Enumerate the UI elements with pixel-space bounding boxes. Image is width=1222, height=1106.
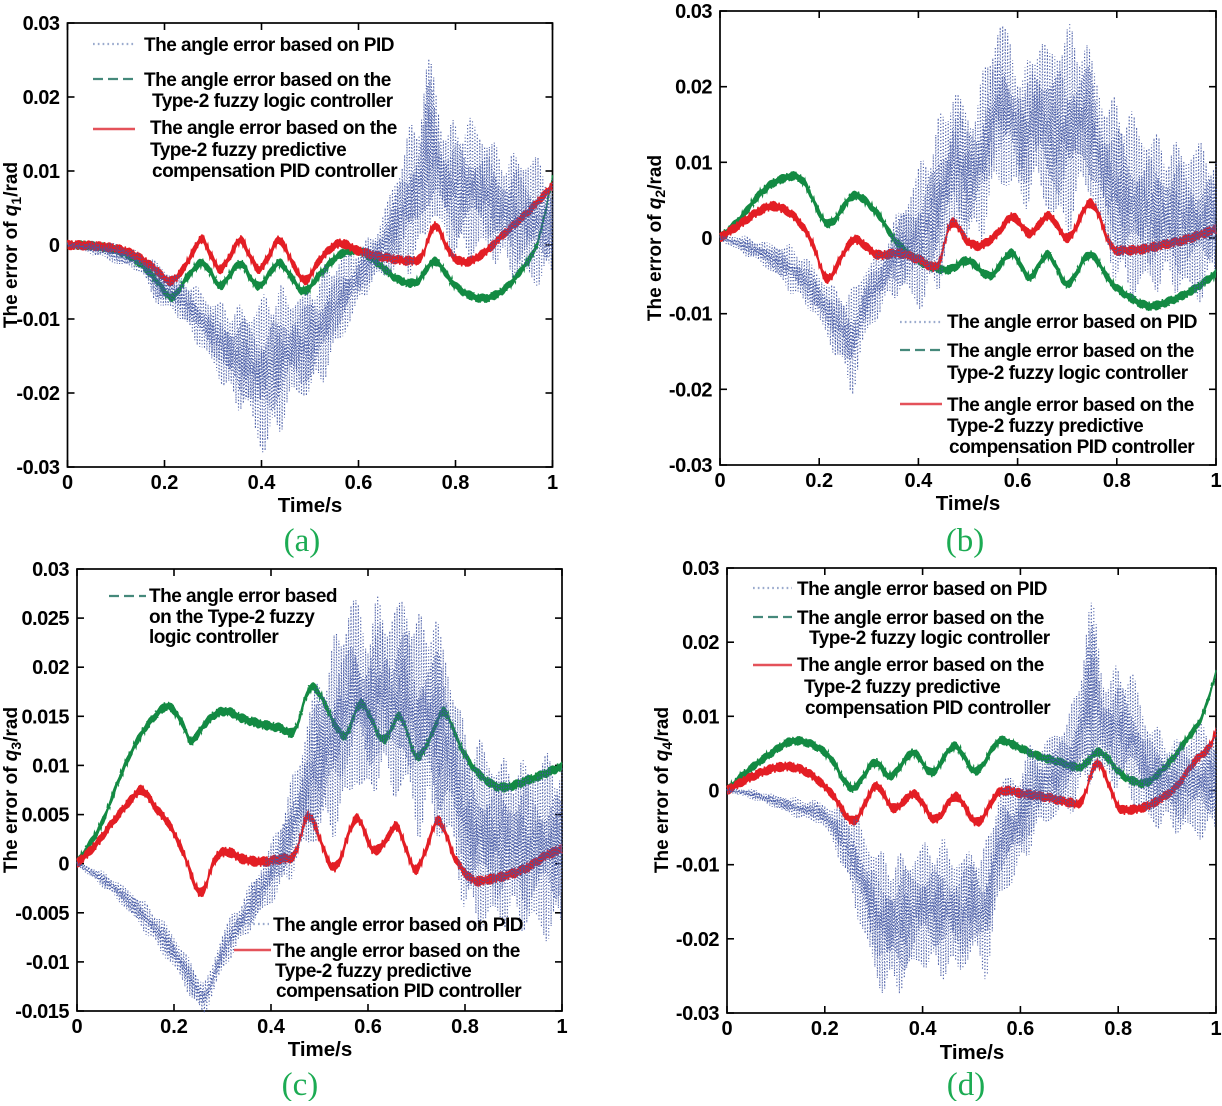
svg-text:0.6: 0.6 [345, 472, 373, 494]
svg-text:Type-2 fuzzy logic controller: Type-2 fuzzy logic controller [947, 363, 1189, 384]
svg-text:Type-2 fuzzy predictive: Type-2 fuzzy predictive [150, 140, 346, 161]
svg-text:0.03: 0.03 [32, 559, 69, 581]
svg-text:The angle error based on the: The angle error based on the [797, 655, 1044, 676]
svg-text:The error of q4/rad: The error of q4/rad [652, 707, 675, 873]
svg-text:-0.03: -0.03 [669, 455, 712, 477]
svg-text:0.2: 0.2 [151, 472, 179, 494]
svg-text:on the Type-2 fuzzy: on the Type-2 fuzzy [149, 607, 315, 628]
svg-text:0.02: 0.02 [682, 632, 719, 654]
svg-text:The error of q3/rad: The error of q3/rad [1, 707, 24, 873]
svg-text:Type-2 fuzzy predictive: Type-2 fuzzy predictive [275, 961, 471, 982]
svg-text:0.2: 0.2 [811, 1018, 839, 1040]
svg-text:0: 0 [58, 854, 69, 876]
svg-text:-0.03: -0.03 [16, 457, 59, 479]
svg-text:0.03: 0.03 [675, 1, 712, 23]
svg-text:compensation PID controller: compensation PID controller [949, 437, 1195, 458]
svg-text:0: 0 [714, 470, 725, 492]
svg-text:0.015: 0.015 [21, 706, 69, 728]
svg-text:-0.01: -0.01 [669, 304, 712, 326]
svg-text:-0.01: -0.01 [676, 855, 719, 877]
svg-text:1: 1 [1210, 470, 1221, 492]
svg-text:0.02: 0.02 [32, 657, 69, 679]
svg-text:(c): (c) [282, 1067, 319, 1101]
svg-text:0.2: 0.2 [160, 1016, 188, 1038]
svg-text:0.6: 0.6 [1006, 1018, 1034, 1040]
svg-text:0.02: 0.02 [23, 87, 60, 109]
svg-text:compensation PID controller: compensation PID controller [152, 161, 398, 182]
svg-text:0.025: 0.025 [21, 608, 69, 630]
svg-text:0.8: 0.8 [1104, 1018, 1132, 1040]
svg-text:0.4: 0.4 [248, 472, 277, 494]
svg-text:0.005: 0.005 [21, 805, 69, 827]
svg-text:-0.015: -0.015 [15, 1001, 69, 1023]
svg-text:Time/s: Time/s [936, 492, 1001, 515]
svg-text:The angle error based on the: The angle error based on the [144, 70, 391, 91]
svg-text:-0.005: -0.005 [15, 903, 69, 925]
svg-text:1: 1 [556, 1016, 567, 1038]
svg-text:0.4: 0.4 [904, 470, 933, 492]
svg-text:-0.03: -0.03 [676, 1003, 719, 1025]
svg-text:Type-2 fuzzy predictive: Type-2 fuzzy predictive [947, 416, 1143, 437]
svg-text:The angle error based on the: The angle error based on the [273, 941, 520, 962]
svg-text:0.6: 0.6 [1004, 470, 1032, 492]
svg-text:The angle error based on the: The angle error based on the [947, 341, 1194, 362]
svg-text:(d): (d) [947, 1067, 985, 1101]
svg-text:0.2: 0.2 [805, 470, 833, 492]
svg-text:The angle error based on PID: The angle error based on PID [797, 579, 1047, 600]
svg-text:Type-2 fuzzy predictive: Type-2 fuzzy predictive [804, 677, 1000, 698]
svg-text:0.8: 0.8 [451, 1016, 479, 1038]
svg-text:-0.02: -0.02 [669, 379, 712, 401]
svg-text:compensation PID controller: compensation PID controller [276, 981, 522, 1002]
svg-text:The angle error based on PID: The angle error based on PID [947, 312, 1197, 333]
svg-text:0: 0 [701, 228, 712, 250]
svg-text:The angle error based on PID: The angle error based on PID [144, 35, 394, 56]
svg-text:0: 0 [721, 1018, 732, 1040]
svg-text:(b): (b) [946, 523, 984, 559]
svg-text:0.01: 0.01 [675, 152, 712, 174]
svg-text:The angle error based on the: The angle error based on the [947, 395, 1194, 416]
svg-text:0.01: 0.01 [23, 161, 60, 183]
svg-text:Type-2 fuzzy logic controller: Type-2 fuzzy logic controller [152, 91, 394, 112]
svg-text:0.02: 0.02 [675, 77, 712, 99]
svg-text:The angle error based on the: The angle error based on the [797, 608, 1044, 629]
svg-text:0.4: 0.4 [257, 1016, 286, 1038]
svg-text:1: 1 [1210, 1018, 1221, 1040]
svg-text:0: 0 [62, 472, 73, 494]
svg-text:0.8: 0.8 [442, 472, 470, 494]
svg-text:0.4: 0.4 [909, 1018, 938, 1040]
svg-text:The error of q1/rad: The error of q1/rad [1, 162, 24, 328]
svg-text:1: 1 [547, 472, 558, 494]
svg-text:0.03: 0.03 [682, 558, 719, 580]
svg-text:Time/s: Time/s [288, 1038, 353, 1061]
svg-text:-0.02: -0.02 [16, 383, 59, 405]
svg-text:0.01: 0.01 [682, 706, 719, 728]
svg-text:0: 0 [708, 781, 719, 803]
svg-text:0: 0 [49, 235, 60, 257]
svg-text:0.6: 0.6 [354, 1016, 382, 1038]
svg-text:0.03: 0.03 [23, 13, 60, 35]
svg-text:Time/s: Time/s [278, 494, 343, 517]
svg-text:0.8: 0.8 [1103, 470, 1131, 492]
svg-text:-0.01: -0.01 [26, 952, 69, 974]
svg-text:Type-2 fuzzy logic controller: Type-2 fuzzy logic controller [809, 628, 1051, 649]
svg-text:0: 0 [71, 1016, 82, 1038]
svg-text:logic controller: logic controller [149, 627, 279, 648]
svg-text:Time/s: Time/s [940, 1041, 1005, 1064]
svg-text:The angle error based on PID: The angle error based on PID [273, 915, 523, 936]
svg-text:-0.01: -0.01 [16, 309, 59, 331]
svg-text:(a): (a) [284, 523, 321, 559]
svg-text:0.01: 0.01 [32, 755, 69, 777]
svg-text:The error of q2/rad: The error of q2/rad [645, 155, 668, 321]
svg-text:-0.02: -0.02 [676, 929, 719, 951]
svg-text:The angle error based on the: The angle error based on the [150, 118, 397, 139]
svg-text:The angle error based: The angle error based [149, 586, 337, 607]
svg-text:compensation PID controller: compensation PID controller [805, 698, 1051, 719]
